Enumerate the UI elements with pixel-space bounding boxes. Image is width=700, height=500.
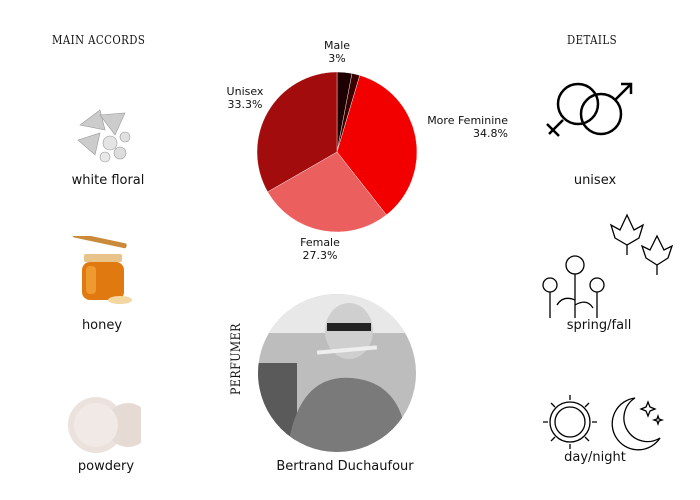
- pie-chart: [256, 71, 418, 233]
- perfumer-heading: PERFUMER: [229, 323, 244, 395]
- accord-label: powdery: [77, 459, 135, 474]
- powder-image: [68, 397, 141, 453]
- pie-slice-unisex: [256, 71, 338, 193]
- pie-slice-more-feminine: [336, 75, 418, 216]
- pie-label-more-feminine: More Feminine 34.8%: [427, 114, 508, 140]
- main-accords-heading: MAIN ACCORDS: [52, 33, 146, 47]
- details-heading: DETAILS: [567, 33, 618, 47]
- pie-label-female: Female 27.3%: [300, 236, 340, 262]
- perfumer-name: Bertrand Duchaufour: [276, 459, 414, 474]
- detail-label: spring/fall: [566, 318, 632, 333]
- accord-label: honey: [81, 318, 123, 333]
- accord-label: white floral: [71, 173, 145, 188]
- gender-symbols-icon: [546, 82, 633, 137]
- sun-moon-icon: [543, 395, 665, 451]
- pie-slice-female: [267, 151, 387, 233]
- pie-label-male: Male 3%: [323, 39, 351, 65]
- honey-jar-image: [72, 236, 132, 304]
- detail-label: unisex: [573, 173, 617, 188]
- pie-label-unisex: Unisex 33.3%: [226, 85, 264, 111]
- detail-label: day/night: [564, 450, 626, 465]
- flowers-leaves-icon: [542, 213, 674, 318]
- white-flower-image: [77, 109, 131, 163]
- perfumer-photo: [258, 294, 416, 452]
